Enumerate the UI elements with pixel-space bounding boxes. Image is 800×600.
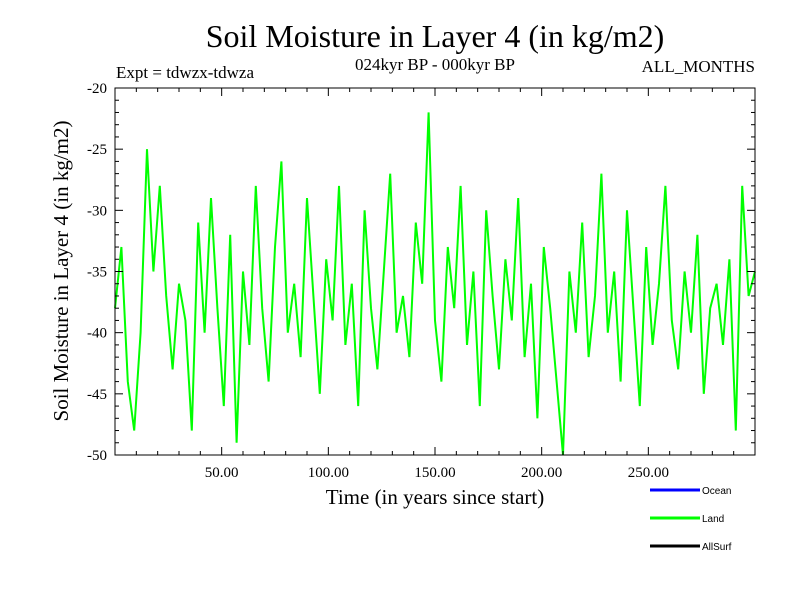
y-tick-label: -25 (87, 142, 107, 158)
y-tick-label: -50 (87, 448, 107, 464)
chart-title: Soil Moisture in Layer 4 (in kg/m2) (206, 18, 665, 54)
y-axis-label: Soil Moisture in Layer 4 (in kg/m2) (49, 121, 73, 422)
legend: Ocean Land AllSurf (650, 486, 732, 553)
y-tick-label: -40 (87, 326, 107, 342)
legend-label-allsurf: AllSurf (702, 542, 732, 553)
y-axis-ticks: -20 -25 -30 -35 -40 -45 -50 (87, 81, 755, 464)
x-tick-label: 250.00 (628, 465, 669, 481)
x-tick-label: 200.00 (521, 465, 562, 481)
experiment-label: Expt = tdwzx-tdwza (116, 63, 254, 82)
time-range-label: 024kyr BP - 000kyr BP (355, 55, 515, 74)
x-axis-label: Time (in years since start) (326, 485, 545, 509)
x-tick-label: 50.00 (205, 465, 239, 481)
legend-label-ocean: Ocean (702, 486, 731, 497)
series-line-land (114, 112, 756, 456)
x-tick-label: 100.00 (308, 465, 349, 481)
y-tick-label: -35 (87, 265, 107, 281)
x-axis-ticks: 50.00 100.00 150.00 200.00 250.00 (135, 88, 735, 481)
months-label: ALL_MONTHS (642, 57, 755, 76)
y-tick-label: -20 (87, 81, 107, 97)
x-tick-label: 150.00 (414, 465, 455, 481)
plot-data-layer (114, 112, 756, 456)
legend-label-land: Land (702, 514, 724, 525)
y-tick-label: -45 (87, 387, 107, 403)
y-tick-label: -30 (87, 203, 107, 219)
